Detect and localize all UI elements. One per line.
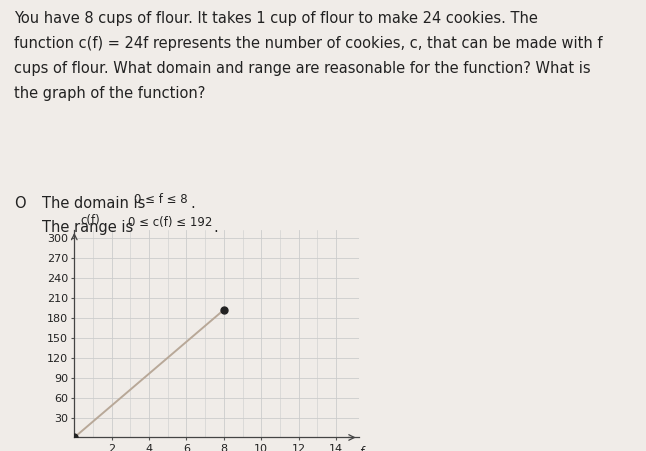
Text: O: O [14,196,26,211]
Text: function c(f) = 24f represents the number of cookies, c, that can be made with f: function c(f) = 24f represents the numbe… [14,36,603,51]
Text: The range is: The range is [42,220,138,235]
Text: f: f [359,446,364,451]
Text: cups of flour. What domain and range are reasonable for the function? What is: cups of flour. What domain and range are… [14,61,591,76]
Text: The domain is: The domain is [42,196,150,211]
Text: You have 8 cups of flour. It takes 1 cup of flour to make 24 cookies. The: You have 8 cups of flour. It takes 1 cup… [14,11,538,26]
Text: 0 ≤ f ≤ 8: 0 ≤ f ≤ 8 [134,193,188,206]
Text: c(f): c(f) [80,214,99,227]
Text: .: . [213,220,218,235]
Text: the graph of the function?: the graph of the function? [14,86,205,101]
Text: 0 ≤ c(f) ≤ 192: 0 ≤ c(f) ≤ 192 [128,216,213,230]
Text: .: . [191,196,195,211]
